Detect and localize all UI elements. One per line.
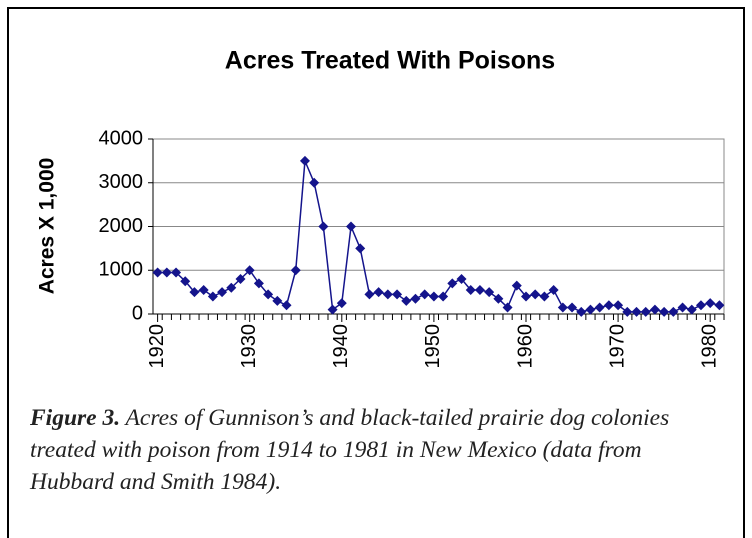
caption: Figure 3. Acres of Gunnison’s and black-… [30, 402, 730, 498]
marker [447, 278, 458, 289]
marker [171, 267, 182, 278]
marker [253, 278, 264, 289]
caption-label: Figure 3. [30, 405, 121, 431]
marker [548, 284, 559, 295]
marker [585, 304, 596, 315]
y-tick-label: 2000 [99, 215, 144, 237]
x-tick-label: 1970 [606, 324, 628, 369]
marker [622, 306, 633, 317]
marker [318, 221, 329, 232]
marker [576, 306, 587, 317]
marker [456, 274, 467, 284]
marker [649, 304, 660, 315]
marker [244, 265, 255, 276]
marker [180, 276, 191, 287]
marker [659, 306, 670, 317]
marker [714, 300, 725, 311]
marker [493, 293, 504, 304]
marker [373, 287, 384, 298]
marker [327, 304, 338, 315]
marker [419, 289, 430, 300]
marker [355, 243, 366, 254]
x-tick-label: 1980 [698, 324, 720, 369]
marker [613, 300, 624, 311]
marker [539, 291, 550, 302]
marker [677, 302, 688, 313]
marker [401, 295, 412, 306]
x-tick-label: 1950 [422, 324, 444, 369]
marker [189, 287, 200, 298]
marker [567, 302, 578, 313]
series-line [157, 160, 720, 313]
marker [520, 291, 531, 302]
marker [502, 302, 513, 313]
marker [290, 265, 301, 276]
y-axis-label: Acres X 1,000 [36, 158, 59, 295]
marker [299, 155, 310, 166]
marker [336, 298, 347, 309]
marker [640, 306, 651, 317]
marker [484, 287, 495, 298]
x-tick-label: 1930 [238, 324, 260, 369]
marker [438, 291, 449, 302]
marker [428, 291, 439, 302]
marker [530, 289, 541, 300]
marker [217, 287, 228, 298]
x-tick-label: 1940 [330, 324, 352, 369]
marker [511, 280, 522, 291]
marker [686, 304, 697, 315]
marker [226, 282, 237, 293]
marker [272, 295, 283, 306]
marker [161, 267, 172, 278]
marker [309, 177, 320, 188]
marker [668, 306, 679, 317]
marker [705, 298, 716, 309]
marker [198, 284, 209, 295]
marker [465, 284, 476, 295]
marker [557, 302, 568, 313]
chart-title: Acres Treated With Poisons [225, 47, 555, 75]
marker [263, 289, 274, 300]
marker [281, 300, 292, 311]
x-tick-label: 1960 [514, 324, 536, 369]
marker [594, 302, 605, 313]
marker [364, 289, 375, 300]
frame [7, 7, 745, 538]
marker [207, 291, 218, 302]
marker [603, 300, 614, 311]
marker [631, 306, 642, 317]
marker [346, 221, 357, 232]
marker [474, 284, 485, 295]
marker [235, 274, 246, 284]
caption-text: Acres of Gunnison’s and black-tailed pra… [30, 405, 670, 495]
marker [392, 289, 403, 300]
x-tick-label: 1920 [146, 324, 168, 369]
y-tick-label: 0 [132, 302, 143, 324]
y-tick-label: 4000 [99, 127, 144, 149]
marker [152, 267, 163, 278]
marker [410, 293, 421, 304]
marker [382, 289, 393, 300]
y-tick-label: 3000 [99, 171, 144, 193]
marker [695, 300, 706, 311]
y-tick-label: 1000 [99, 259, 144, 281]
